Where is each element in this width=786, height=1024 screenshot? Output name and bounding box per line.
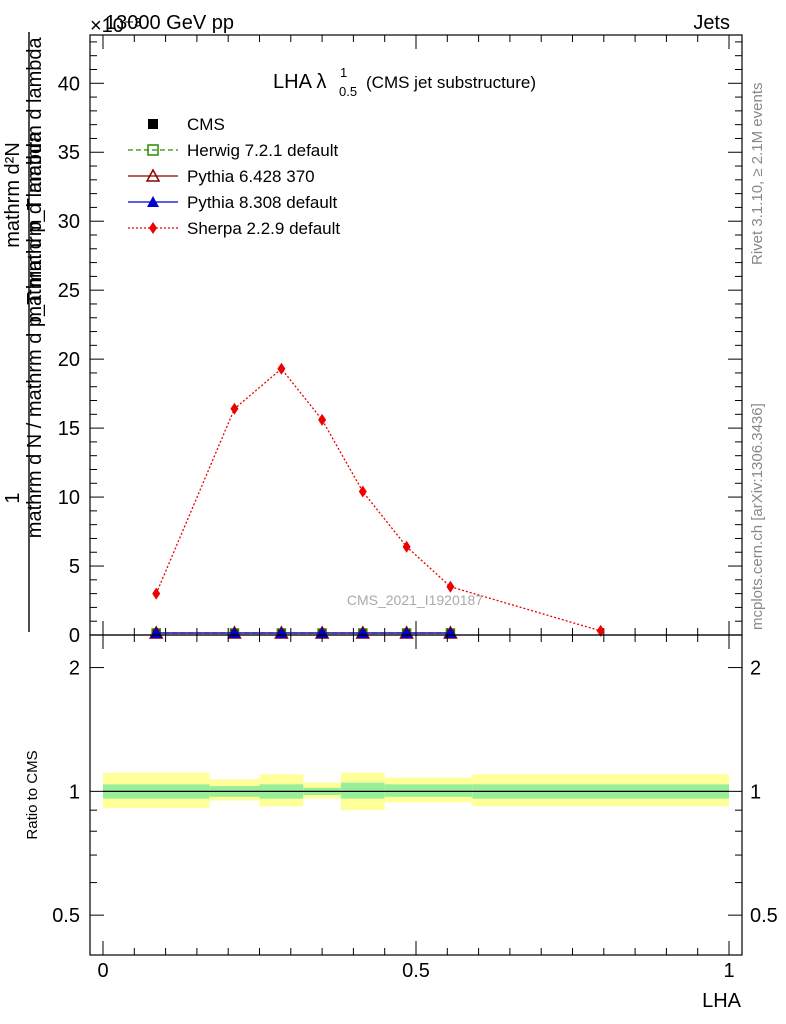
main-ytick-label: 30 [58,211,80,233]
ratio-xtick-label: 1 [723,960,734,982]
plot-title-sub: 0.5 [339,84,357,99]
ratio-bands [103,772,729,811]
legend-marker-3 [147,196,159,207]
series-point-4 [152,587,161,600]
main-ytick-label: 20 [58,349,80,371]
ratio-ylabel: Ratio to CMS [24,750,41,839]
ratio-xtick-label: 0.5 [402,960,430,982]
series-point-4 [318,413,327,426]
ratio-stat-band [340,782,385,799]
legend-marker-0 [148,119,158,129]
mcplots-credit: mcplots.cern.ch [arXiv:1306.3436] [749,403,766,630]
ratio-ytick-label-right: 0.5 [750,905,778,927]
ratio-y-axis: 0.5 0.5 1 1 2 2 [52,658,778,928]
series-line-4 [155,367,601,632]
main-ytick-label: 10 [58,487,80,509]
ratio-ytick-label: 0.5 [52,905,80,927]
ratio-stat-band [384,784,473,797]
header-right: Jets [693,12,730,34]
main-y-axis: 0 5 10 15 20 25 30 35 40 [58,41,742,647]
main-ytick-label: 25 [58,280,80,302]
series-point-4 [277,362,286,375]
series-point-4 [358,485,367,498]
legend-marker-2 [145,168,161,182]
ratio-x-axis: 0 0.5 1 [97,635,735,982]
ratio-xtick-label: 0 [97,960,108,982]
series-point-4 [230,402,239,415]
legend-label-4: Sherpa 2.2.9 default [187,219,340,238]
x-axis-label: LHA [702,990,742,1012]
series-point-4 [596,624,605,637]
y-exponent: ×10⁻³ [90,15,141,37]
ratio-ytick-label: 2 [69,658,80,680]
series-point-4 [446,580,455,593]
main-ytick-label: 35 [58,142,80,164]
ylabel-denominator-2: mathrm d p_T mathrm d lambda [24,36,46,322]
ratio-ytick-label: 1 [69,781,80,803]
legend-label-3: Pythia 8.308 default [187,193,338,212]
main-ytick-label: 40 [58,73,80,95]
legend-label-2: Pythia 6.428 370 [187,167,315,186]
series-point-4 [402,540,411,553]
plot-title: LHA λ [273,71,326,93]
ratio-plot-panel: 0.5 0.51 12 2 0 0.5 1 Ratio to CMS LHA [24,634,778,1012]
main-ytick-label: 5 [69,556,80,578]
main-ytick-label: 0 [69,625,80,647]
legend-marker-1 [147,144,159,156]
ylabel-numerator-2: mathrm d²N [2,142,24,248]
ratio-ytick-label-right: 1 [750,781,761,803]
rivet-version: Rivet 3.1.10, ≥ 2.1M events [749,83,766,266]
plot-title-sup: 1 [340,65,347,80]
main-plot-panel: 0 5 10 15 20 25 30 35 40 CMS_2021_I1920187 LHA λ… [2,32,743,647]
legend-label-1: Herwig 7.2.1 default [187,141,338,160]
plot-subtitle: (CMS jet substructure) [366,73,536,92]
main-ytick-label: 15 [58,418,80,440]
legend-marker-4 [149,222,157,234]
header-left: 13000 GeV pp [105,12,234,34]
legend: CMS Herwig 7.2.1 default Pythia 6.428 370 P… [128,115,340,238]
legend-label-0: CMS [187,115,225,134]
ratio-ytick-label-right: 2 [750,658,761,680]
analysis-watermark: CMS_2021_I1920187 [347,592,483,608]
ylabel-numerator-1: 1 [2,492,24,503]
